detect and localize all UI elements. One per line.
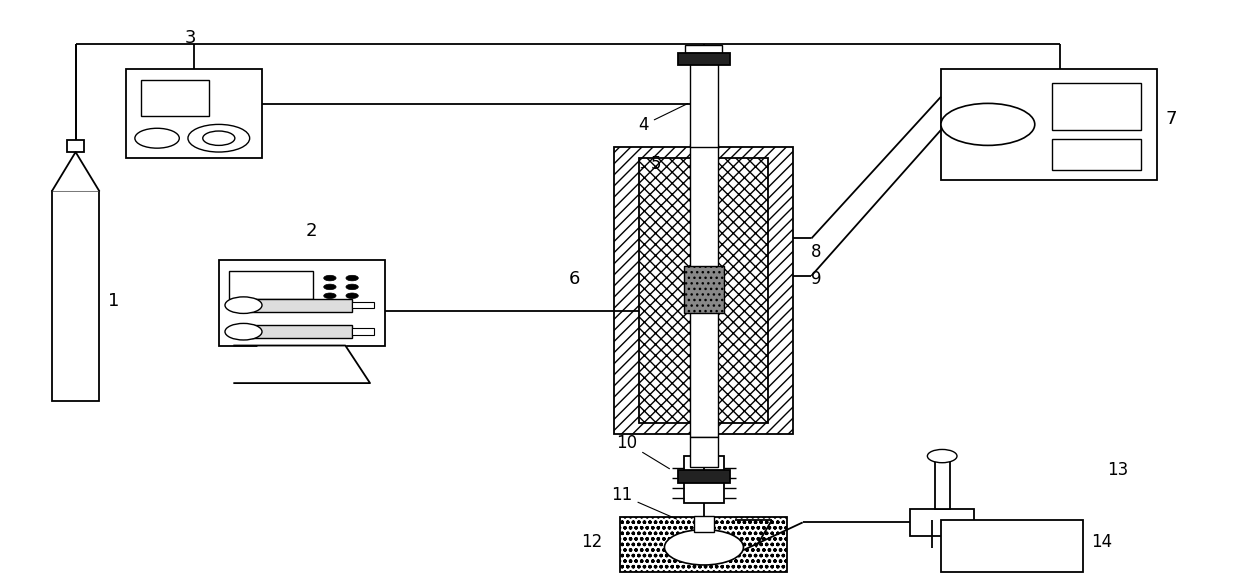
Circle shape (324, 284, 336, 289)
Circle shape (135, 128, 180, 148)
Circle shape (665, 530, 744, 565)
Bar (691, 61, 718, 146)
Circle shape (224, 297, 262, 314)
Text: 8: 8 (811, 243, 822, 261)
Polygon shape (52, 152, 99, 190)
Text: 5: 5 (641, 155, 661, 173)
Bar (691, 437, 718, 467)
Bar (141, 80, 208, 116)
Bar (910, 509, 975, 536)
Circle shape (941, 103, 1034, 145)
Bar (684, 456, 724, 503)
Text: 9: 9 (811, 270, 822, 288)
Bar (228, 271, 312, 298)
Circle shape (324, 293, 336, 298)
Bar (686, 45, 723, 53)
Circle shape (346, 293, 358, 298)
Bar (250, 325, 352, 338)
Text: 14: 14 (1091, 533, 1112, 551)
Bar (639, 158, 768, 423)
Circle shape (203, 131, 234, 145)
Text: 11: 11 (611, 486, 677, 519)
Text: 3: 3 (185, 29, 196, 47)
Bar (67, 140, 84, 152)
Circle shape (346, 284, 358, 289)
Polygon shape (234, 346, 370, 383)
Circle shape (928, 449, 957, 463)
Bar (694, 516, 714, 532)
Text: 1: 1 (108, 292, 119, 311)
Circle shape (346, 275, 358, 281)
Text: 2: 2 (305, 223, 317, 240)
Bar (684, 266, 724, 314)
Text: 13: 13 (1107, 461, 1128, 479)
Bar (218, 260, 386, 346)
Bar (250, 298, 352, 312)
Bar (691, 144, 718, 437)
Bar (620, 517, 786, 572)
Bar (935, 456, 950, 509)
Circle shape (224, 323, 262, 340)
Bar (352, 302, 374, 308)
Bar (1052, 139, 1141, 170)
Text: 7: 7 (1166, 110, 1177, 128)
Bar (352, 328, 374, 335)
Bar (678, 471, 730, 483)
Bar (1052, 83, 1141, 130)
Bar (941, 520, 1083, 572)
Text: 10: 10 (616, 434, 670, 469)
Bar (614, 146, 792, 434)
Circle shape (188, 124, 249, 152)
Text: 6: 6 (569, 270, 580, 288)
Bar (678, 53, 730, 65)
Text: 12: 12 (582, 533, 603, 551)
Circle shape (324, 275, 336, 281)
Text: 4: 4 (639, 104, 688, 134)
Bar (52, 190, 99, 401)
Bar (126, 69, 262, 158)
Bar (941, 69, 1157, 180)
